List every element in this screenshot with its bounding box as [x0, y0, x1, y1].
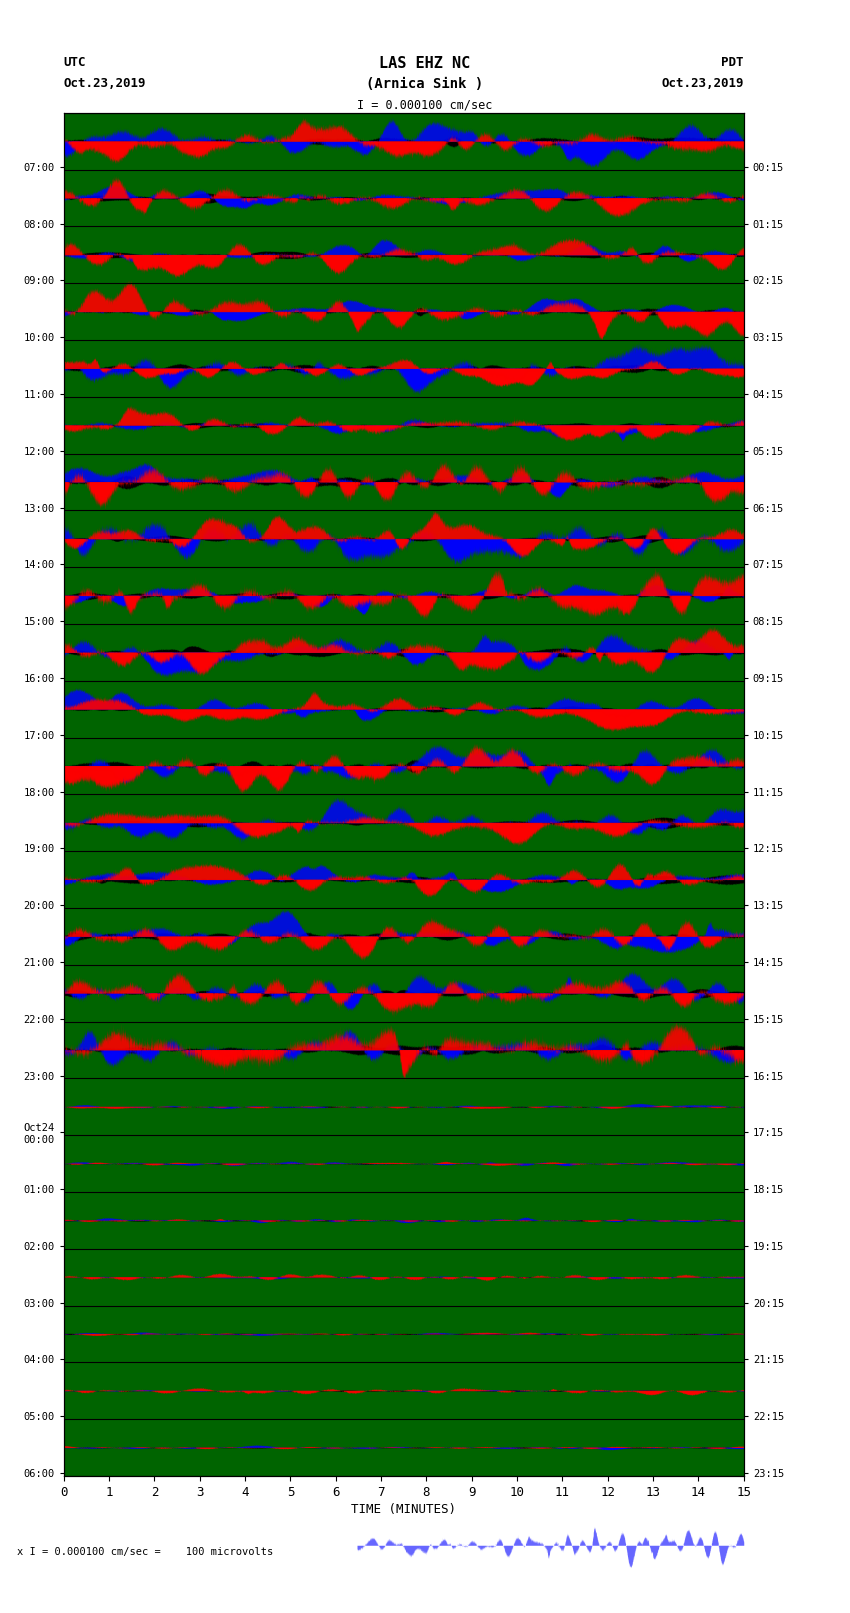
Text: PDT: PDT — [722, 56, 744, 69]
Text: x I = 0.000100 cm/sec =    100 microvolts: x I = 0.000100 cm/sec = 100 microvolts — [17, 1547, 273, 1557]
Text: I = 0.000100 cm/sec: I = 0.000100 cm/sec — [357, 98, 493, 111]
Text: Oct.23,2019: Oct.23,2019 — [661, 77, 744, 90]
Text: Oct.23,2019: Oct.23,2019 — [64, 77, 146, 90]
Text: (Arnica Sink ): (Arnica Sink ) — [366, 77, 484, 92]
Text: LAS EHZ NC: LAS EHZ NC — [379, 56, 471, 71]
X-axis label: TIME (MINUTES): TIME (MINUTES) — [351, 1503, 456, 1516]
Text: UTC: UTC — [64, 56, 86, 69]
